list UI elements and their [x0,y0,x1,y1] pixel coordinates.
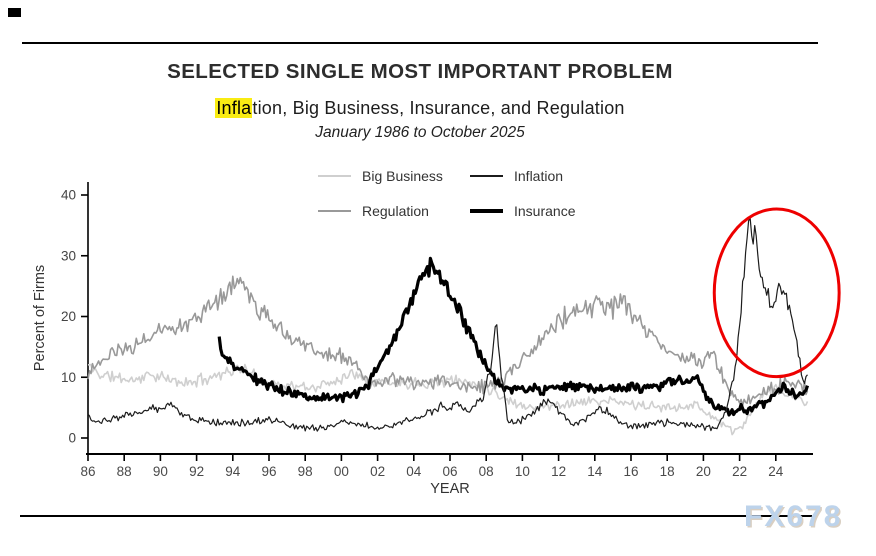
highlighted-word: Infla [215,98,253,118]
y-tick-label: 10 [61,370,76,385]
x-tick-label: 90 [153,464,168,479]
x-tick-label: 10 [515,464,530,479]
y-axis-title: Percent of Firms [32,265,48,371]
x-tick-label: 14 [587,464,603,479]
y-tick-label: 0 [68,431,76,446]
page-title: SELECTED SINGLE MOST IMPORTANT PROBLEM [167,60,673,83]
x-tick-label: 04 [406,464,422,479]
corner-mark [8,8,21,17]
x-tick-label: 86 [80,464,95,479]
x-tick-label: 94 [225,464,241,479]
x-tick-label: 96 [261,464,276,479]
x-tick-label: 02 [370,464,385,479]
legend-line-inflation [470,175,503,177]
legend-label-big-business: Big Business [362,168,443,184]
series-line-regulation [87,275,809,407]
legend-label-inflation: Inflation [514,168,564,184]
x-tick-label: 20 [696,464,711,479]
x-tick-label: 88 [117,464,132,479]
legend-label-regulation: Regulation [362,203,429,219]
x-tick-label: 92 [189,464,204,479]
legend-line-regulation [318,210,351,212]
x-tick-label: 08 [479,464,494,479]
axes: 0 10 20 30 40 86 88 90 92 94 96 98 00 02 04 06 08 10 12 14 1… [32,182,813,497]
x-tick-label: 12 [551,464,566,479]
title-block: SELECTED SINGLE MOST IMPORTANT PROBLEM I… [0,60,840,142]
y-tick-label: 40 [61,188,76,203]
series-line-inflation [87,217,808,432]
legend-line-big-business [318,175,351,177]
legend-item-big-business: Big Business [318,166,470,186]
bottom-divider [20,515,812,517]
chart-subtitle: Inflation, Big Business, Insurance, and … [0,98,840,119]
series-line-big-business [88,363,809,436]
x-tick-label: 00 [334,464,349,479]
legend-label-insurance: Insurance [514,203,576,219]
chart-legend: Big Business Inflation Regulation Insura… [318,166,610,221]
y-tick-label: 30 [61,248,76,263]
legend-item-inflation: Inflation [470,166,610,186]
x-tick-label: 18 [660,464,675,479]
x-tick-label: 16 [623,464,638,479]
x-tick-label: 98 [298,464,313,479]
series-line-insurance [217,256,810,417]
legend-item-insurance: Insurance [470,201,610,221]
annotation-ellipse [712,207,841,379]
x-axis-title: YEAR [430,481,470,497]
date-range: January 1986 to October 2025 [315,124,525,141]
watermark: FX678 [744,500,843,533]
legend-item-regulation: Regulation [318,201,470,221]
line-chart: 0 10 20 30 40 86 88 90 92 94 96 98 00 02 04 06 08 10 12 14 1… [32,182,841,497]
subtitle-rest: tion, Big Business, Insurance, and Regul… [252,98,625,118]
x-tick-label: 22 [732,464,747,479]
x-tick-label: 24 [768,464,784,479]
top-divider [22,42,818,44]
legend-line-insurance [470,209,503,213]
y-tick-label: 20 [61,309,76,324]
x-tick-label: 06 [442,464,457,479]
